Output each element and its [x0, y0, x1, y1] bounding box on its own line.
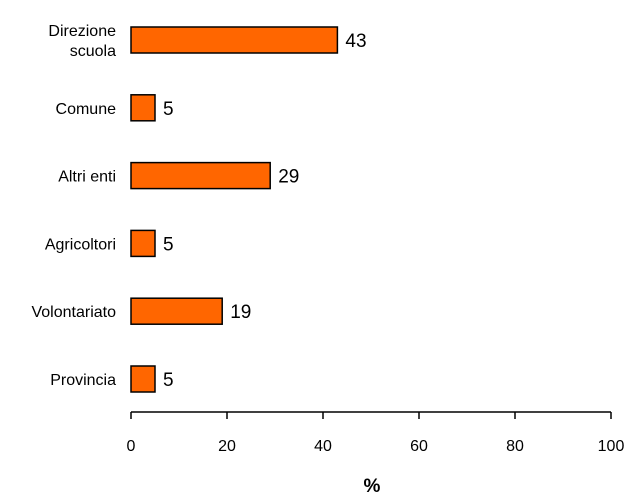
bars-layer [130, 26, 339, 393]
bar-value-label-3: 5 [163, 234, 174, 255]
category-label-line: Comune [56, 101, 117, 118]
x-axis-title: % [364, 476, 381, 496]
bar-1 [130, 94, 156, 122]
bar-5 [130, 365, 156, 393]
category-label-2: Altri enti [58, 169, 116, 186]
category-labels-layer: Direzione scuola Comune Altri enti Agricolto… [31, 23, 116, 389]
category-label-4: Volontariato [31, 304, 116, 321]
bar-value-label-2: 29 [278, 167, 299, 188]
bar-value-label-5: 5 [163, 370, 174, 391]
bar-value-label-4: 19 [230, 302, 251, 323]
x-tick-label-3: 60 [410, 438, 428, 455]
category-label-3: Agricoltori [45, 236, 116, 253]
category-label-0: Direzione scuola [48, 23, 116, 60]
category-label-5: Provincia [50, 372, 116, 389]
x-tick-label-0: 0 [127, 438, 136, 455]
bar-value-label-1: 5 [163, 99, 174, 120]
bar-2 [130, 161, 271, 190]
bar-value-label-0: 43 [345, 31, 366, 52]
category-label-line: scuola [70, 43, 116, 60]
value-labels-layer: 43 5 29 5 19 5 [163, 31, 367, 391]
x-tick-label-4: 80 [506, 438, 524, 455]
category-label-1: Comune [56, 101, 117, 118]
category-label-line: Altri enti [58, 169, 116, 186]
x-tick-label-2: 40 [314, 438, 332, 455]
x-tick-label-5: 100 [598, 438, 625, 455]
bar-3 [130, 229, 156, 258]
category-label-line: Agricoltori [45, 236, 116, 253]
x-ticks: 0 20 40 60 80 100 [127, 412, 625, 455]
category-label-line: Volontariato [31, 304, 116, 321]
bar-4 [130, 297, 223, 325]
category-label-line: Direzione [48, 23, 116, 40]
category-label-line: Provincia [50, 372, 116, 389]
bar-0 [130, 26, 339, 54]
x-tick-label-1: 20 [218, 438, 236, 455]
